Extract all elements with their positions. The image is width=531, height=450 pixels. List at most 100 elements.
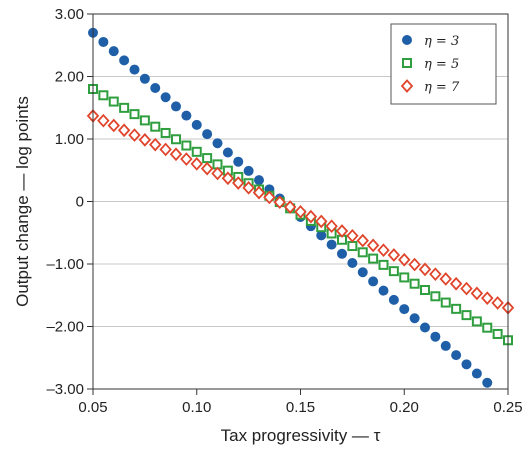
data-point [471, 316, 482, 327]
data-point [243, 165, 254, 176]
data-point [315, 214, 328, 229]
data-point [129, 109, 140, 120]
data-point [316, 230, 327, 241]
data-point [191, 119, 202, 130]
data-point [368, 253, 379, 264]
data-point [171, 134, 181, 145]
y-tick-label: 3.00 [55, 6, 84, 23]
data-point [233, 156, 244, 167]
data-point [399, 304, 410, 315]
data-point [387, 248, 401, 262]
x-tick-label: 0.15 [286, 399, 315, 416]
data-point [439, 272, 452, 286]
data-point [420, 285, 430, 295]
data-point [159, 142, 172, 157]
data-point [242, 180, 255, 195]
data-point [273, 195, 286, 210]
data-point [429, 267, 442, 282]
data-point [366, 238, 380, 253]
data-point [221, 171, 235, 186]
data-point [470, 286, 484, 301]
y-tick-label: –2.00 [46, 319, 84, 336]
data-point [107, 118, 120, 133]
legend-label: η = 7 [424, 80, 460, 95]
data-point [461, 359, 472, 370]
data-point [388, 294, 399, 305]
data-point [190, 157, 203, 171]
data-point [326, 239, 337, 250]
data-point [160, 92, 171, 103]
data-point [346, 228, 359, 243]
legend-marker [402, 35, 412, 45]
data-point [202, 129, 213, 140]
x-tick-label: 0.05 [78, 399, 107, 416]
data-point [108, 96, 119, 107]
data-point [356, 233, 369, 248]
data-point [377, 243, 390, 258]
y-axis-title: Output change — log points [13, 96, 32, 307]
data-point [461, 310, 472, 321]
data-point [98, 36, 109, 47]
data-point [430, 331, 441, 342]
data-point [347, 258, 358, 269]
data-point [283, 200, 297, 214]
data-point [491, 296, 504, 310]
data-point [119, 102, 130, 113]
y-tick-label: 1.00 [55, 131, 84, 148]
data-point [471, 368, 482, 379]
data-point [294, 204, 307, 219]
data-point [357, 267, 368, 278]
data-point [263, 190, 276, 205]
data-point [482, 322, 493, 333]
x-axis-title: Tax progressivity — τ [221, 426, 381, 445]
data-point [378, 259, 389, 270]
x-tick-label: 0.10 [182, 399, 211, 416]
data-point [211, 166, 224, 181]
data-point [181, 110, 192, 121]
data-point [169, 147, 183, 162]
x-tick-label: 0.25 [493, 399, 522, 416]
data-point [232, 176, 245, 190]
data-point [440, 297, 451, 308]
data-point [202, 153, 213, 164]
data-point [481, 291, 494, 305]
data-point [408, 257, 421, 272]
data-point [482, 377, 493, 388]
data-point [139, 115, 150, 126]
x-tick-label: 0.20 [390, 399, 419, 416]
data-point [180, 152, 193, 166]
data-point [149, 137, 162, 152]
data-point [388, 266, 399, 277]
y-tick-label: –1.00 [46, 256, 84, 273]
data-point [139, 73, 150, 84]
series-3 [86, 109, 515, 315]
data-point [212, 138, 223, 149]
data-point [97, 113, 110, 128]
data-point [460, 281, 473, 296]
data-point [347, 241, 358, 252]
data-point [160, 127, 171, 138]
data-point [378, 285, 389, 296]
data-point [171, 101, 181, 112]
legend-marker [402, 58, 412, 68]
legend-marker [400, 79, 414, 93]
data-point [418, 262, 432, 277]
data-point [108, 46, 119, 57]
legend-label: η = 5 [424, 57, 459, 72]
data-point [492, 328, 503, 339]
data-point [451, 303, 462, 314]
data-point [254, 175, 264, 186]
data-point [420, 322, 430, 333]
data-point [150, 121, 161, 132]
data-point [440, 340, 451, 351]
data-point [409, 313, 420, 324]
data-point [451, 350, 462, 361]
data-point [368, 276, 379, 287]
data-point [325, 219, 338, 234]
legend: η = 3 η = 5 η = 7 [390, 23, 497, 105]
axes: 3.00 2.00 1.00 0 –1.00 –2.00 –3.000.05 0.10 0.15… [46, 6, 522, 416]
data-point [119, 55, 130, 66]
data-point [409, 278, 420, 289]
y-tick-label: 0 [76, 194, 84, 211]
